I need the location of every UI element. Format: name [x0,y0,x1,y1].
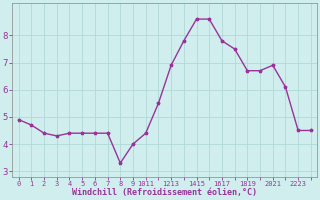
X-axis label: Windchill (Refroidissement éolien,°C): Windchill (Refroidissement éolien,°C) [72,188,257,197]
